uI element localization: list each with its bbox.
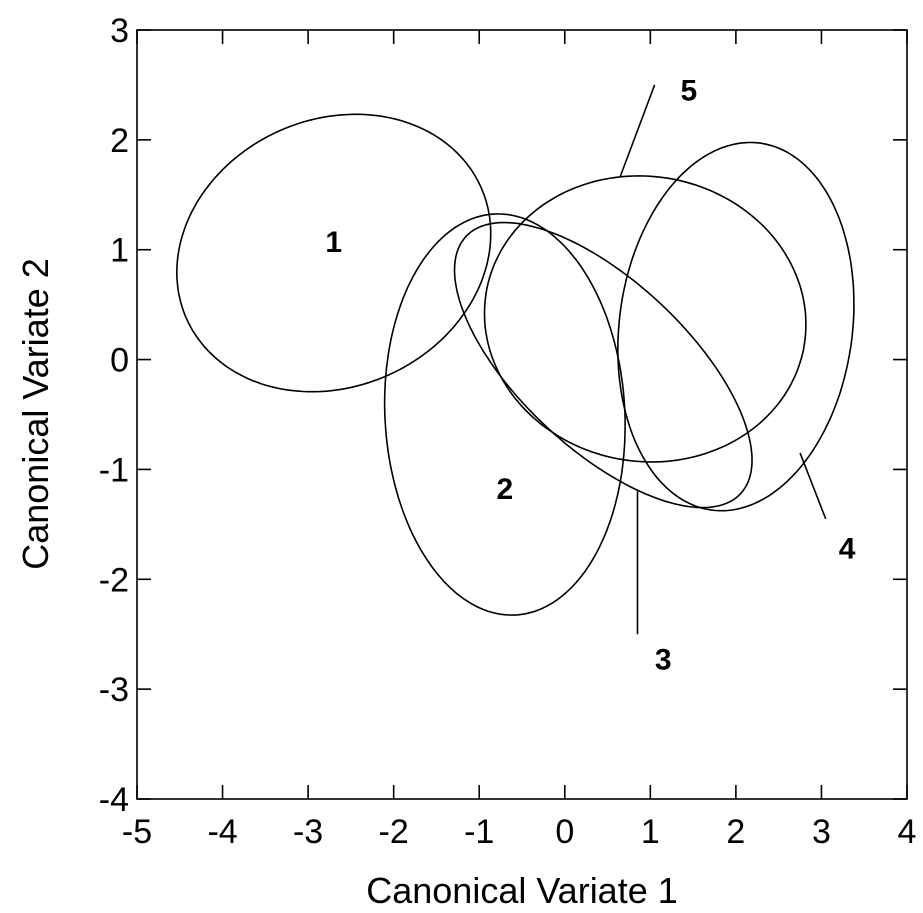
x-tick-label: 4 (898, 813, 917, 851)
leader-line-group-4 (799, 452, 827, 520)
x-tick-label: -5 (122, 813, 152, 851)
group-label-3: 3 (655, 643, 672, 676)
y-tick-label: -1 (99, 451, 129, 489)
plot-frame (136, 29, 908, 800)
y-tick-label: 3 (110, 12, 129, 50)
y-tick-label: -2 (99, 561, 129, 599)
ellipse-group-1 (175, 113, 492, 393)
ellipse-group-5 (483, 175, 807, 463)
x-tick-label: -4 (207, 813, 237, 851)
group-labels: 1 2 3 4 5 (325, 74, 855, 676)
leader-lines (619, 84, 827, 635)
group-label-2: 2 (497, 473, 514, 506)
y-axis-title: Canonical Variate 2 (15, 258, 56, 570)
x-tick-label: 0 (555, 813, 574, 851)
x-tick-label: 3 (812, 813, 831, 851)
x-tick-label: 2 (726, 813, 745, 851)
ellipse-group-2 (383, 213, 626, 616)
leader-line-group-5 (619, 84, 656, 177)
x-axis-title: Canonical Variate 1 (366, 870, 678, 911)
ellipses (175, 113, 855, 616)
ellipse-group-3 (453, 221, 753, 509)
axis-ticks (136, 29, 908, 800)
x-tick-label: -1 (464, 813, 494, 851)
group-label-5: 5 (680, 74, 697, 107)
y-tick-label: -4 (99, 781, 129, 819)
y-tick-label: 1 (110, 232, 129, 270)
y-tick-label: 2 (110, 122, 129, 160)
x-tick-label: -2 (379, 813, 409, 851)
y-tick-label: 0 (110, 342, 129, 380)
ellipse-group-4 (616, 141, 855, 512)
x-tick-label: 1 (641, 813, 660, 851)
group-label-1: 1 (325, 226, 342, 259)
y-tick-label: -3 (99, 671, 129, 709)
group-label-4: 4 (839, 533, 856, 566)
x-tick-label: -3 (293, 813, 323, 851)
